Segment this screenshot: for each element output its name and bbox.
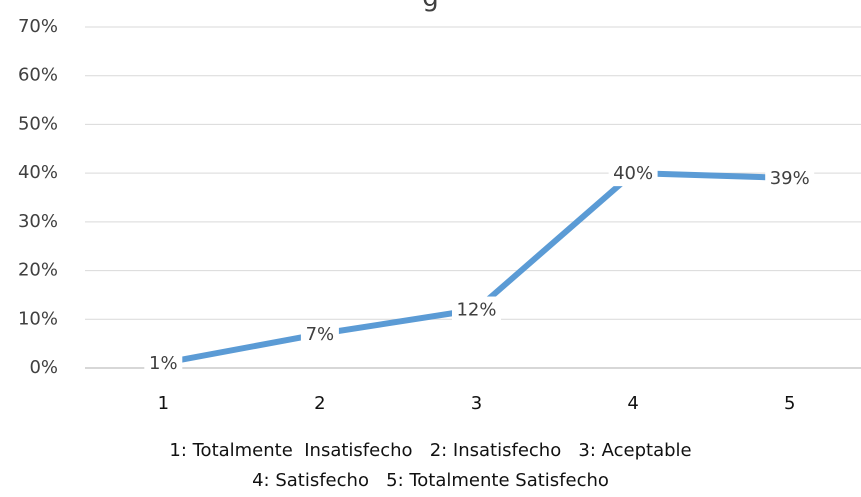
y-tick-label: 50% xyxy=(18,113,58,134)
series-line xyxy=(162,170,790,367)
data-label: 7% xyxy=(306,324,335,345)
data-label: 1% xyxy=(149,353,178,374)
x-tick-label: 1 xyxy=(158,393,169,414)
y-tick-label: 20% xyxy=(18,260,58,281)
data-label-background xyxy=(144,350,183,377)
x-tick-label: 2 xyxy=(314,393,325,414)
y-tick-label: 60% xyxy=(18,65,58,86)
category-legend-line-2: 4: Satisfecho 5: Totalmente Satisfecho xyxy=(252,470,609,491)
data-label-background xyxy=(452,296,501,323)
chart-title: g xyxy=(0,0,861,13)
x-tick-label: 4 xyxy=(627,393,638,414)
y-tick-label: 0% xyxy=(29,357,58,378)
data-label-background xyxy=(300,320,339,347)
category-legend-line-1: 1: Totalmente Insatisfecho 2: Insatisfec… xyxy=(169,440,692,461)
data-label-background xyxy=(608,160,658,187)
data-label: 40% xyxy=(613,163,653,184)
x-tick-label: 3 xyxy=(471,393,482,414)
data-label: 39% xyxy=(770,168,810,189)
y-tick-label: 10% xyxy=(18,308,58,329)
y-tick-label: 30% xyxy=(18,211,58,232)
y-tick-label: 70% xyxy=(18,16,58,37)
x-tick-label: 5 xyxy=(784,393,795,414)
data-label-background xyxy=(765,165,815,192)
y-tick-label: 40% xyxy=(18,162,58,183)
data-label: 12% xyxy=(456,300,496,321)
